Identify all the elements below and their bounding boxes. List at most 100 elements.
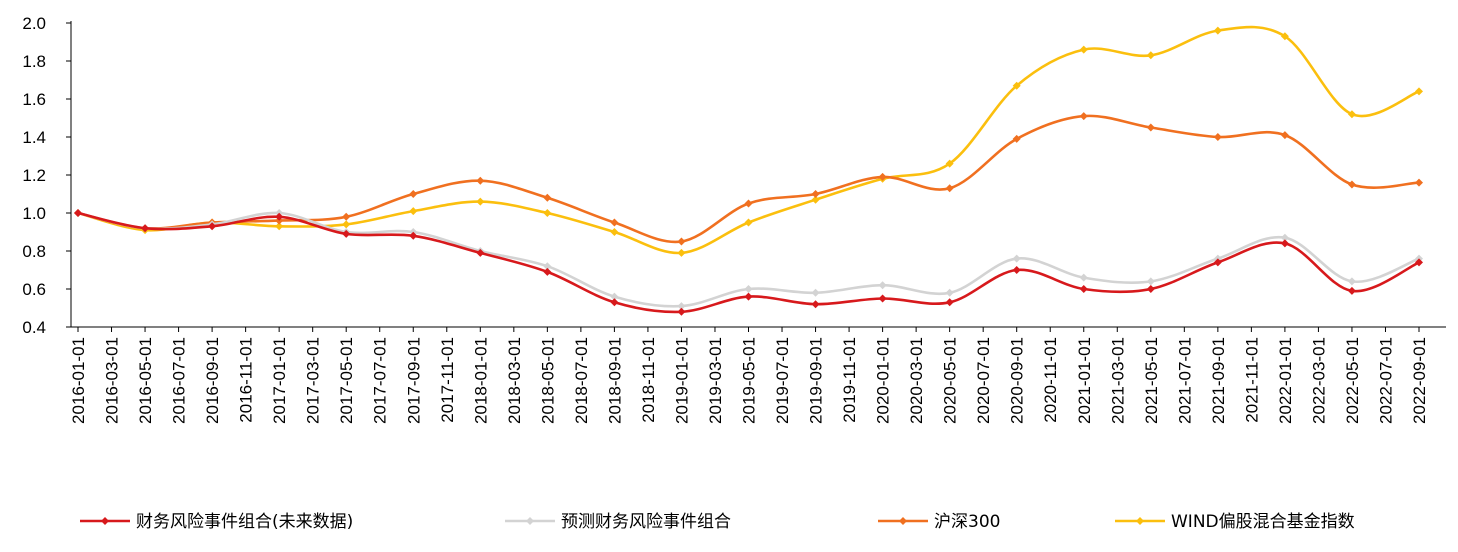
data-point — [1079, 273, 1088, 282]
data-point — [543, 193, 552, 202]
legend-label: 沪深300 — [934, 512, 1000, 532]
data-point — [677, 248, 686, 257]
x-tick-label: 2017-07-01 — [371, 337, 390, 424]
data-point — [1347, 110, 1356, 119]
data-point — [1415, 87, 1423, 96]
x-tick-label: 2022-05-01 — [1343, 337, 1362, 424]
data-point — [275, 222, 284, 231]
data-point — [610, 298, 619, 307]
x-tick-label: 2016-07-01 — [170, 337, 189, 424]
x-tick-label: 2021-09-01 — [1209, 337, 1228, 424]
data-point — [744, 218, 753, 227]
data-point — [610, 228, 619, 236]
data-point — [1079, 285, 1088, 293]
y-tick-label: 1.0 — [22, 204, 46, 223]
data-point — [1415, 258, 1423, 267]
y-tick-label: 1.6 — [22, 90, 46, 109]
y-tick-label: 0.4 — [22, 318, 46, 337]
x-tick-label: 2021-01-01 — [1075, 337, 1094, 424]
data-point — [744, 199, 753, 208]
x-tick-label: 2022-03-01 — [1309, 337, 1328, 424]
legend-item-1: 预测财务风险事件组合 — [505, 512, 731, 532]
data-point — [811, 195, 820, 204]
data-point — [543, 262, 552, 271]
x-tick-label: 2018-09-01 — [605, 337, 624, 424]
x-tick-label: 2018-03-01 — [505, 337, 524, 424]
data-point — [543, 209, 552, 217]
data-point — [878, 172, 887, 181]
data-point — [342, 229, 351, 238]
data-point — [1213, 133, 1222, 141]
data-point — [74, 209, 82, 217]
series-line — [76, 25, 1421, 255]
x-tick-label: 2017-01-01 — [270, 337, 289, 424]
legend-marker — [101, 517, 109, 525]
x-tick-label: 2016-03-01 — [103, 337, 122, 424]
x-tick-label: 2018-01-01 — [471, 337, 490, 424]
axes: 0.4 0.6 0.8 1.0 1.2 1.4 1.6 1.8 2.0 2016-01-01 201… — [22, 14, 1446, 424]
data-point — [1079, 112, 1088, 121]
x-tick-label: 2020-11-01 — [1041, 337, 1060, 423]
y-tick-label: 1.8 — [22, 52, 46, 71]
x-tick-label: 2021-11-01 — [1242, 337, 1261, 423]
data-point — [744, 285, 753, 293]
data-point — [744, 292, 753, 301]
x-tick-label: 2016-05-01 — [136, 337, 155, 424]
x-tick-label: 2020-01-01 — [874, 337, 893, 424]
data-point — [476, 176, 485, 185]
x-tick-label: 2016-09-01 — [203, 337, 222, 424]
series-0 — [74, 209, 1423, 316]
data-point — [208, 222, 217, 231]
y-tick-label: 0.8 — [22, 242, 46, 261]
legend: 财务风险事件组合(未来数据) 预测财务风险事件组合 沪深300 WIND偏股混合基金指… — [80, 512, 1355, 532]
series-2 — [74, 112, 1423, 246]
data-point — [409, 231, 418, 240]
series-3 — [74, 25, 1423, 257]
x-tick-label: 2022-01-01 — [1276, 337, 1295, 424]
legend-item-3: WIND偏股混合基金指数 — [1115, 512, 1355, 532]
x-tick-label: 2021-05-01 — [1142, 337, 1161, 424]
data-point — [1347, 277, 1356, 286]
y-tick-label: 2.0 — [22, 14, 46, 33]
data-point — [677, 307, 686, 316]
legend-marker — [899, 517, 907, 525]
data-point — [1146, 285, 1155, 293]
legend-marker — [526, 517, 534, 525]
x-tick-label: 2019-01-01 — [672, 337, 691, 424]
x-tick-label: 2020-03-01 — [907, 337, 926, 424]
x-tick-label: 2018-07-01 — [572, 337, 591, 424]
x-tick-label: 2022-09-01 — [1410, 337, 1429, 424]
x-tick-label: 2021-07-01 — [1175, 337, 1194, 424]
data-point — [945, 288, 954, 297]
legend-label: 预测财务风险事件组合 — [561, 512, 731, 532]
data-point — [811, 300, 820, 309]
data-point — [1146, 277, 1155, 286]
data-point — [1347, 286, 1356, 295]
x-tick-label: 2020-09-01 — [1008, 337, 1027, 424]
legend-label: WIND偏股混合基金指数 — [1171, 512, 1355, 532]
data-point — [610, 292, 619, 301]
legend-marker — [1136, 517, 1144, 525]
data-point — [878, 294, 887, 303]
data-point — [677, 302, 686, 311]
x-tick-label: 2019-07-01 — [773, 337, 792, 424]
data-point — [275, 212, 284, 221]
data-point — [1146, 123, 1155, 132]
x-tick-label: 2019-03-01 — [706, 337, 725, 424]
x-tick-label: 2017-03-01 — [304, 337, 323, 424]
data-point — [1280, 131, 1289, 140]
x-tick-label: 2019-09-01 — [807, 337, 826, 424]
x-tick-label: 2018-05-01 — [538, 337, 557, 424]
data-point — [1280, 239, 1289, 248]
data-point — [1415, 178, 1423, 187]
x-tick-label: 2016-11-01 — [237, 337, 256, 423]
data-point — [945, 159, 954, 168]
data-point — [1079, 45, 1088, 54]
data-point — [476, 248, 485, 257]
data-point — [342, 220, 351, 229]
data-point — [945, 184, 954, 193]
data-point — [945, 298, 954, 307]
y-tick-label: 1.2 — [22, 166, 46, 185]
